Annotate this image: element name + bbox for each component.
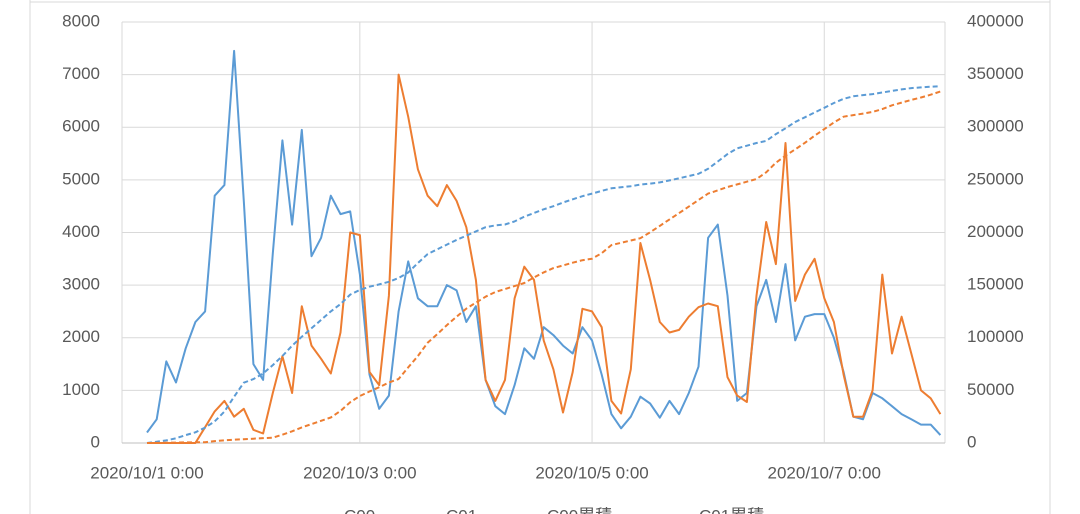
series-line xyxy=(147,73,942,444)
y2-tick-label: 50000 xyxy=(967,380,1014,399)
y-tick-label: 5000 xyxy=(62,169,100,188)
y2-tick-label: 400000 xyxy=(967,11,1024,30)
y2-tick-label: 200000 xyxy=(967,222,1024,241)
y-tick-label: 2000 xyxy=(62,327,100,346)
y-tick-label: 1000 xyxy=(62,380,100,399)
series-line xyxy=(146,85,941,444)
y2-tick-label: 350000 xyxy=(967,64,1024,83)
y2-tick-label: 300000 xyxy=(967,117,1024,136)
legend-label: C01累積 xyxy=(699,506,764,514)
x-tick-label: 2020/10/5 0:00 xyxy=(535,463,648,482)
x-tick-label: 2020/10/7 0:00 xyxy=(768,463,881,482)
y-tick-label: 7000 xyxy=(62,64,100,83)
legend-label: C00 xyxy=(344,506,375,514)
y2-tick-label: 250000 xyxy=(967,169,1024,188)
legend-label: C01 xyxy=(446,506,477,514)
y-tick-label: 0 xyxy=(91,432,100,451)
y-tick-label: 3000 xyxy=(62,275,100,294)
x-tick-label: 2020/10/1 0:00 xyxy=(90,463,203,482)
series-line xyxy=(146,49,942,436)
series-line xyxy=(146,90,941,444)
x-tick-label: 2020/10/3 0:00 xyxy=(303,463,416,482)
legend-label: C00累積 xyxy=(547,506,612,514)
y2-tick-label: 150000 xyxy=(967,275,1024,294)
y-tick-label: 4000 xyxy=(62,222,100,241)
y2-tick-label: 0 xyxy=(967,432,976,451)
y-tick-label: 6000 xyxy=(62,117,100,136)
y2-tick-label: 100000 xyxy=(967,327,1024,346)
y-tick-label: 8000 xyxy=(62,11,100,30)
